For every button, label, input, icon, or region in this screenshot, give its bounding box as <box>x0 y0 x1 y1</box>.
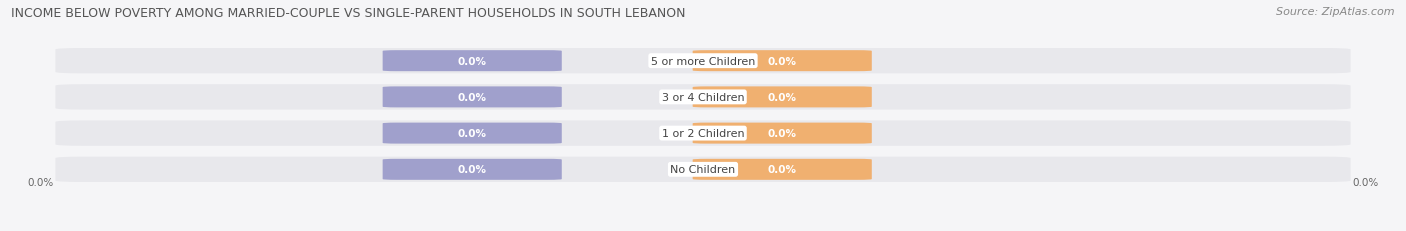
Text: 0.0%: 0.0% <box>458 165 486 175</box>
FancyBboxPatch shape <box>55 49 1351 74</box>
FancyBboxPatch shape <box>693 87 872 108</box>
Text: 1 or 2 Children: 1 or 2 Children <box>662 128 744 139</box>
FancyBboxPatch shape <box>55 85 1351 110</box>
Text: INCOME BELOW POVERTY AMONG MARRIED-COUPLE VS SINGLE-PARENT HOUSEHOLDS IN SOUTH L: INCOME BELOW POVERTY AMONG MARRIED-COUPL… <box>11 7 686 20</box>
Text: 5 or more Children: 5 or more Children <box>651 56 755 66</box>
Text: 0.0%: 0.0% <box>1353 178 1378 188</box>
Text: 0.0%: 0.0% <box>768 56 797 66</box>
FancyBboxPatch shape <box>55 157 1351 182</box>
FancyBboxPatch shape <box>382 87 562 108</box>
Text: 0.0%: 0.0% <box>768 165 797 175</box>
Text: 0.0%: 0.0% <box>28 178 53 188</box>
Text: 0.0%: 0.0% <box>768 128 797 139</box>
Text: No Children: No Children <box>671 165 735 175</box>
FancyBboxPatch shape <box>55 121 1351 146</box>
Text: 0.0%: 0.0% <box>768 92 797 103</box>
FancyBboxPatch shape <box>382 51 562 72</box>
Text: 0.0%: 0.0% <box>458 92 486 103</box>
FancyBboxPatch shape <box>382 159 562 180</box>
Text: 0.0%: 0.0% <box>458 56 486 66</box>
FancyBboxPatch shape <box>693 51 872 72</box>
FancyBboxPatch shape <box>693 123 872 144</box>
FancyBboxPatch shape <box>693 159 872 180</box>
Text: 3 or 4 Children: 3 or 4 Children <box>662 92 744 103</box>
FancyBboxPatch shape <box>382 123 562 144</box>
Text: 0.0%: 0.0% <box>458 128 486 139</box>
Text: Source: ZipAtlas.com: Source: ZipAtlas.com <box>1277 7 1395 17</box>
